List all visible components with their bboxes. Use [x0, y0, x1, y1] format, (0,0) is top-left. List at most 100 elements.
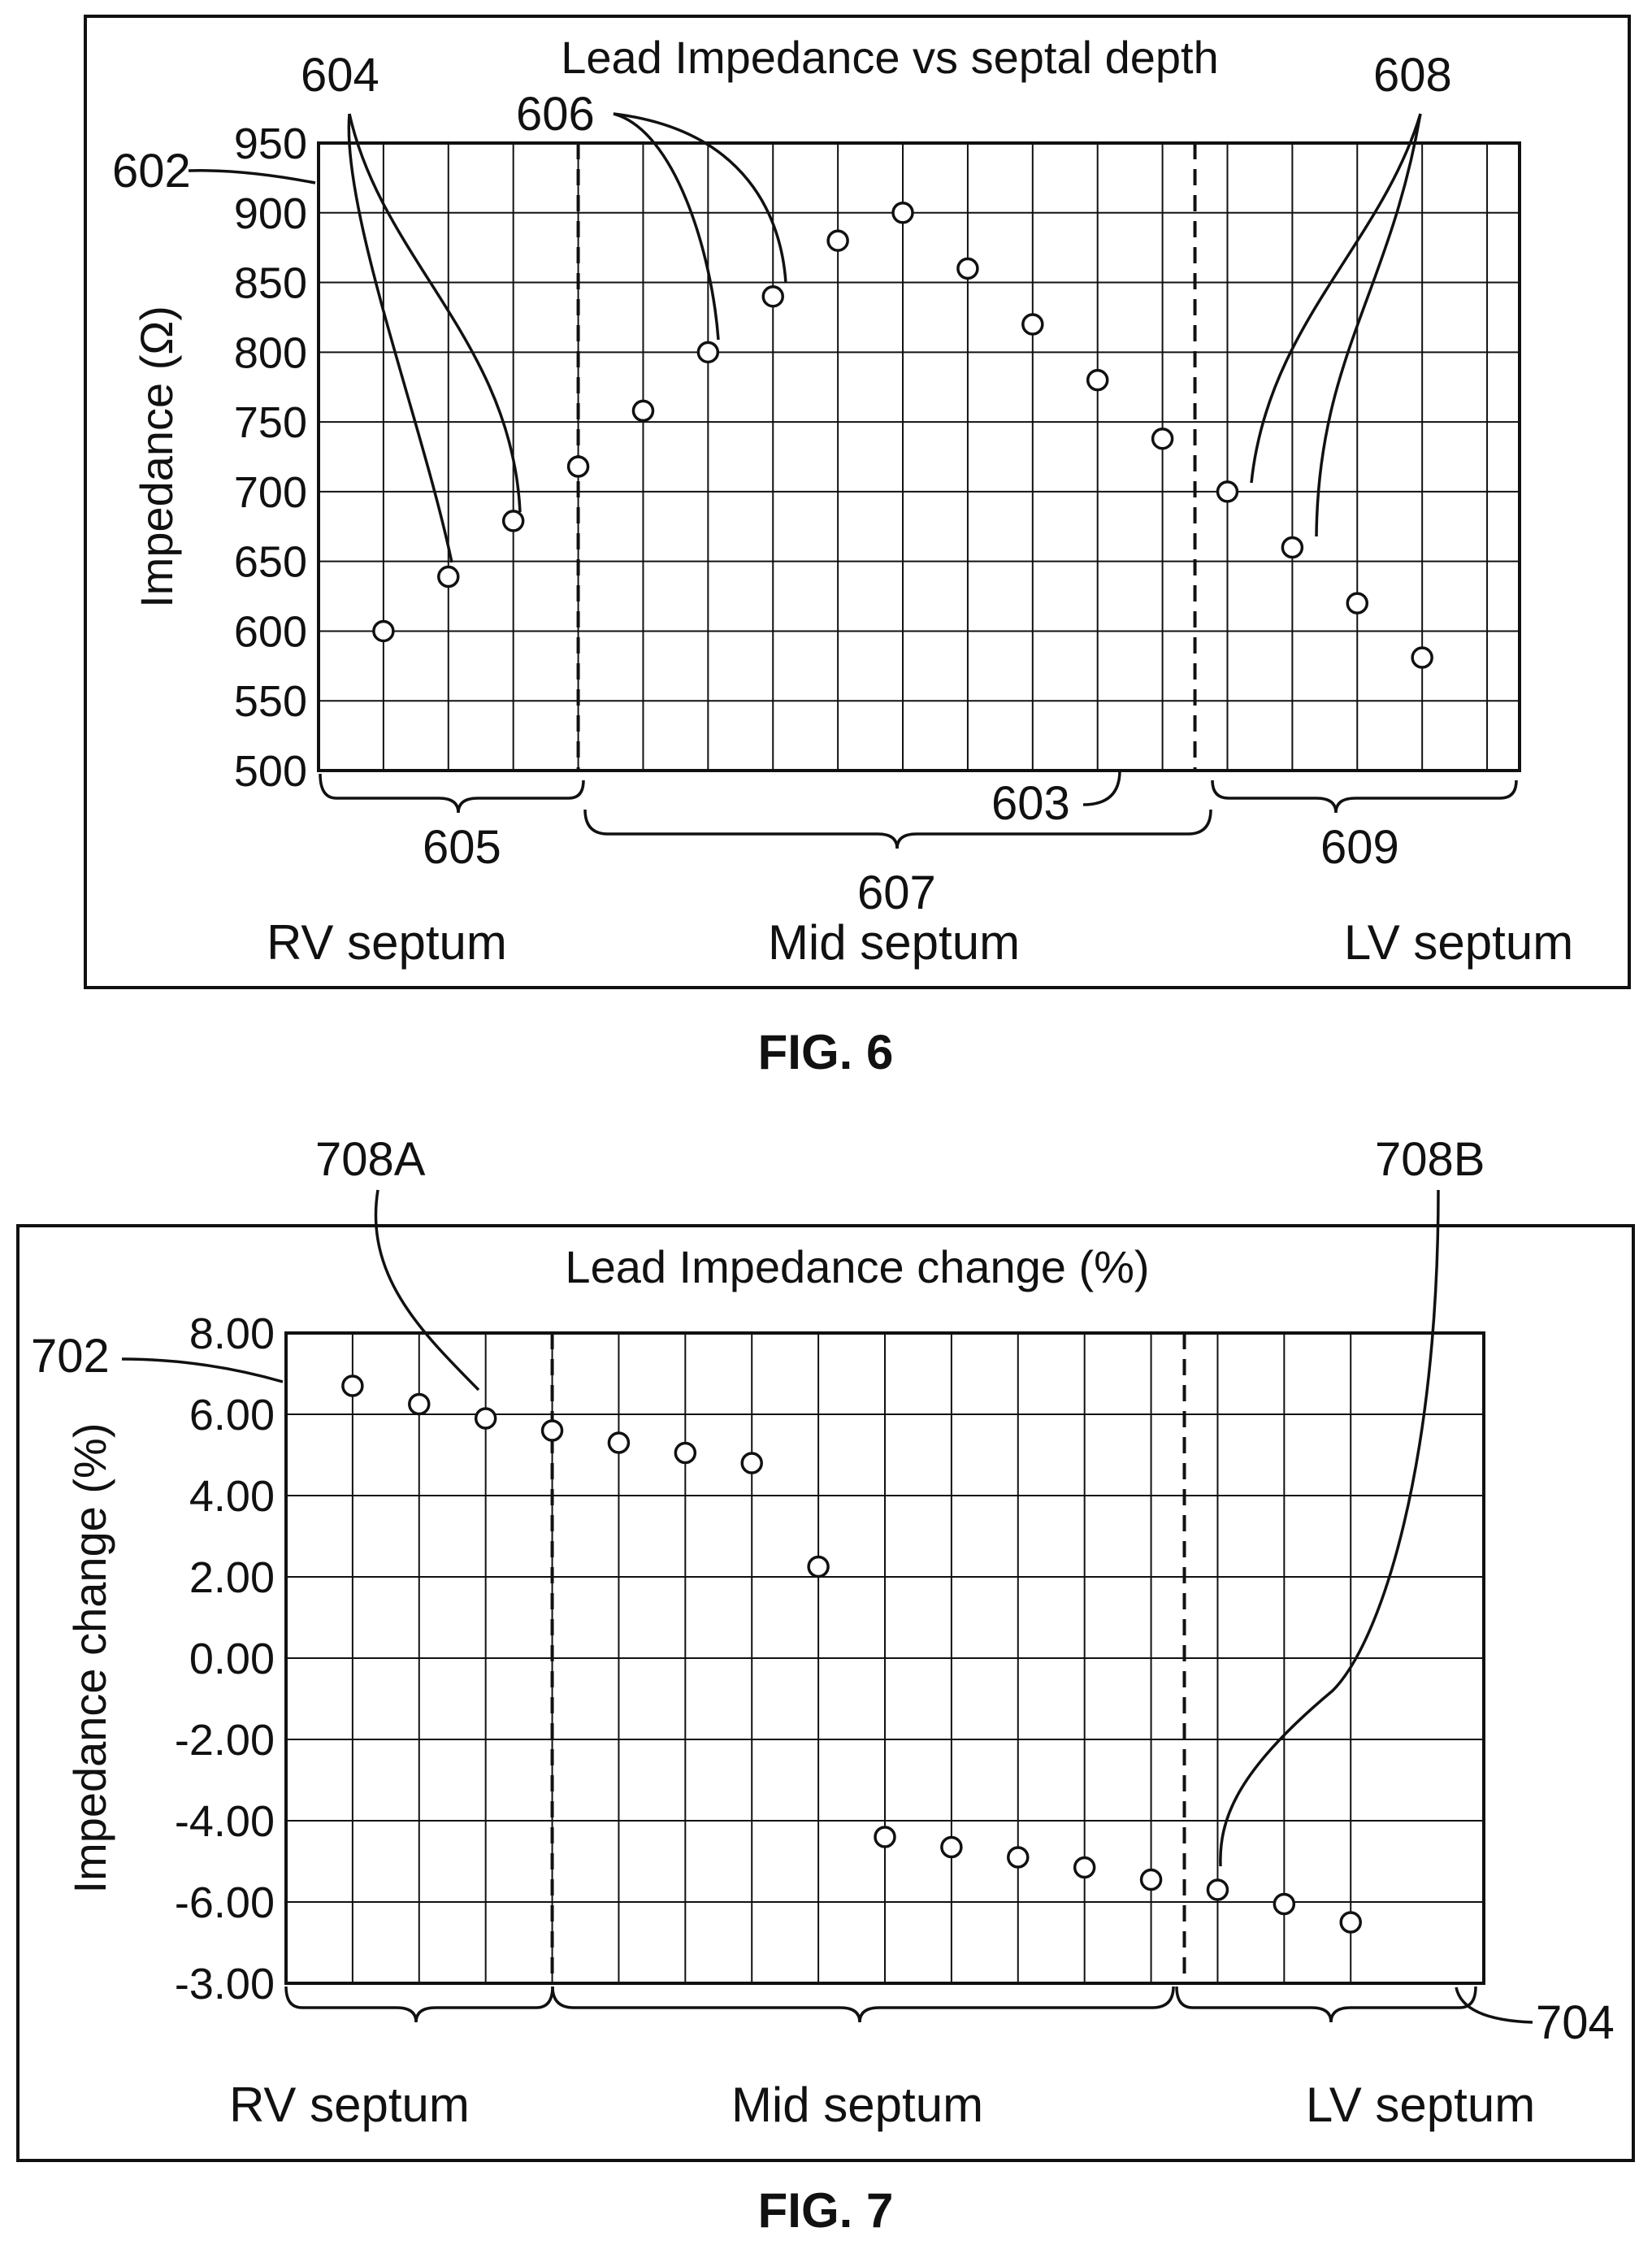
y-tick-label: 650 — [234, 538, 307, 587]
leader-702 — [121, 1357, 284, 1383]
ref-603: 603 — [991, 777, 1070, 830]
leader-602 — [188, 169, 316, 185]
y-tick-label: 850 — [234, 259, 307, 308]
data-point — [1206, 1878, 1229, 1901]
data-point — [891, 202, 914, 224]
ref-607: 607 — [857, 866, 936, 919]
region-label-mid: Mid septum — [731, 2078, 983, 2132]
ref-605: 605 — [423, 821, 501, 874]
data-point — [341, 1374, 364, 1397]
y-axis-ticks: 500 550 600 650 700 750 800 850 900 950 — [234, 119, 307, 796]
region-label-rv: RV septum — [267, 915, 507, 970]
y-tick-label: 6.00 — [189, 1391, 275, 1439]
data-point — [1281, 536, 1304, 559]
data-point — [674, 1441, 697, 1465]
data-point — [807, 1555, 830, 1578]
region-brace-mid — [551, 1986, 1175, 2023]
y-tick-label: -2.00 — [175, 1716, 275, 1765]
data-point — [874, 1826, 896, 1848]
plot-area — [317, 141, 1521, 772]
y-tick-label: 2.00 — [189, 1553, 275, 1602]
ref-704: 704 — [1536, 1996, 1615, 2049]
data-point — [940, 1835, 963, 1859]
data-point — [1411, 646, 1433, 669]
y-tick-label: 950 — [234, 119, 307, 168]
region-label-lv: LV septum — [1306, 2078, 1535, 2132]
ref-708b: 708B — [1375, 1133, 1485, 1186]
figure-6: Lead Impedance vs septal depth 500 550 600… — [84, 15, 1631, 989]
region-brace-mid — [583, 809, 1212, 849]
data-point — [566, 455, 590, 478]
figure-6-caption: FIG. 6 — [758, 1025, 894, 1079]
data-point — [1139, 1868, 1163, 1891]
y-tick-label: 700 — [234, 468, 307, 517]
data-point — [1273, 1892, 1296, 1916]
y-tick-label: 900 — [234, 189, 307, 238]
data-point — [1346, 592, 1369, 614]
ref-708a: 708A — [315, 1133, 426, 1186]
leader-708a — [374, 1189, 480, 1392]
figure-7-caption: FIG. 7 — [758, 2183, 894, 2238]
y-tick-label: 8.00 — [189, 1309, 275, 1358]
y-tick-label: 600 — [234, 607, 307, 656]
ref-608: 608 — [1373, 49, 1452, 102]
data-point — [1216, 480, 1239, 503]
leader-608b — [1315, 113, 1422, 537]
data-series — [372, 202, 1433, 669]
y-tick-label: -4.00 — [175, 1797, 275, 1846]
data-point — [1021, 313, 1044, 336]
ref-604: 604 — [301, 49, 379, 102]
data-point — [1339, 1911, 1362, 1934]
grid — [286, 1333, 1484, 1983]
data-point — [408, 1392, 431, 1416]
figure-6-frame — [84, 15, 1631, 989]
data-series — [341, 1374, 1362, 1934]
y-tick-label: -3.00 — [175, 1960, 275, 2008]
y-axis-label: Impedance change (%) — [64, 1422, 115, 1893]
leader-606b — [613, 112, 787, 284]
plot-area — [284, 1331, 1485, 1985]
y-axis-ticks: -3.00 -6.00 -4.00 -2.00 0.00 2.00 4.00 6.00 8.00 — [175, 1309, 275, 2008]
data-point — [761, 284, 784, 308]
ref-702: 702 — [31, 1330, 110, 1383]
data-point — [956, 257, 979, 280]
region-brace-rv — [284, 1986, 554, 2023]
data-point — [1073, 1856, 1096, 1879]
data-point — [1007, 1846, 1030, 1869]
y-tick-label: 550 — [234, 677, 307, 726]
leader-604b — [348, 113, 522, 513]
data-point — [696, 341, 720, 364]
leader-606a — [613, 112, 720, 341]
data-point — [501, 510, 525, 532]
data-point — [1151, 427, 1174, 450]
data-point — [540, 1419, 564, 1442]
y-tick-label: 750 — [234, 398, 307, 447]
data-point — [631, 399, 655, 423]
leader-603 — [1082, 770, 1121, 806]
figure-7-frame — [16, 1224, 1635, 2162]
ref-606: 606 — [516, 88, 595, 141]
leader-608a — [1250, 113, 1422, 484]
region-brace-lv — [1175, 1986, 1477, 2023]
leader-604a — [347, 113, 453, 563]
region-brace-rv — [319, 773, 585, 814]
ref-602: 602 — [112, 145, 191, 198]
data-point — [474, 1407, 497, 1430]
y-tick-label: 4.00 — [189, 1472, 275, 1521]
y-tick-label: 800 — [234, 328, 307, 377]
chart-title: Lead Impedance change (%) — [565, 1241, 1149, 1292]
data-point — [1086, 368, 1109, 392]
region-label-mid: Mid septum — [768, 915, 1020, 970]
grid — [319, 143, 1520, 771]
data-point — [372, 619, 395, 643]
region-label-lv: LV septum — [1344, 915, 1573, 970]
chart-title: Lead Impedance vs septal depth — [561, 32, 1218, 83]
y-tick-label: 500 — [234, 747, 307, 796]
y-tick-label: -6.00 — [175, 1878, 275, 1927]
figure-7: Lead Impedance change (%) -3.00 -6.00 -4.0… — [16, 1133, 1635, 2162]
y-axis-label: Impedance (Ω) — [131, 306, 182, 608]
ref-609: 609 — [1320, 821, 1399, 874]
data-point — [437, 565, 460, 588]
data-point — [607, 1431, 631, 1454]
